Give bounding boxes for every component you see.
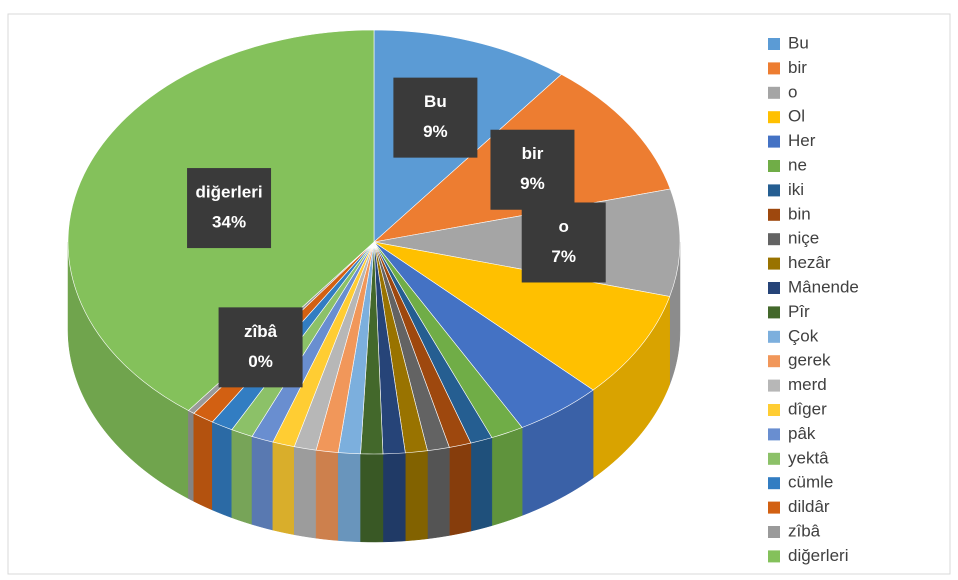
legend-label: Ol (788, 107, 805, 126)
pie-side (360, 453, 384, 543)
legend-swatch (768, 233, 780, 246)
data-label-name: bir (522, 144, 544, 163)
legend-label: niçe (788, 229, 819, 248)
data-label-name: Bu (424, 92, 447, 111)
pie-side (337, 452, 361, 543)
pie-side (427, 447, 450, 540)
legend-label: gerek (788, 351, 831, 370)
legend-label: zîbâ (788, 521, 821, 540)
legend-label: o (788, 82, 797, 101)
data-label-box (521, 202, 606, 283)
legend-label: Çok (788, 326, 819, 345)
pie-side (294, 446, 317, 539)
legend-swatch (768, 184, 780, 197)
pie-side (382, 452, 406, 543)
legend-label: ne (788, 155, 807, 174)
legend-label: Mânende (788, 277, 859, 296)
pie-side (251, 436, 274, 531)
pie-slice (373, 241, 671, 391)
legend-label: hezâr (788, 253, 831, 272)
legend-label: cümle (788, 473, 833, 492)
data-label-box (218, 307, 303, 388)
legend-swatch (768, 404, 780, 416)
legend-label: Her (788, 131, 816, 150)
pie-side (193, 412, 213, 511)
legend-swatch (768, 526, 780, 538)
data-label: diğerleri 34% (187, 168, 272, 249)
legend-swatch (768, 428, 780, 441)
legend-swatch (768, 160, 780, 172)
legend-swatch (768, 282, 780, 294)
legend-swatch (768, 306, 780, 319)
data-label-name: zîbâ (244, 322, 278, 341)
legend-swatch (768, 86, 780, 99)
data-label-value: 9% (423, 122, 448, 141)
data-label-name: diğerleri (196, 183, 263, 202)
legend-swatch (768, 38, 780, 50)
legend-swatch (768, 135, 780, 148)
pie-side (212, 421, 233, 519)
legend-swatch (768, 501, 780, 514)
data-label-value: 7% (551, 247, 576, 266)
legend-label: dîger (788, 399, 827, 418)
legend-swatch (768, 111, 780, 124)
legend-label: iki (788, 180, 804, 199)
legend-swatch (768, 550, 780, 563)
legend-swatch (768, 477, 780, 490)
data-label-value: 0% (248, 352, 273, 371)
data-label-box (490, 129, 575, 210)
legend-label: Bu (788, 33, 809, 52)
legend-label: bir (788, 58, 807, 77)
legend-swatch (768, 62, 780, 75)
legend-label: pâk (788, 424, 816, 443)
legend-label: yektâ (788, 448, 829, 467)
pie-side (315, 449, 339, 541)
legend-swatch (768, 379, 780, 392)
legend-swatch (768, 355, 780, 368)
legend-swatch (768, 257, 780, 270)
legend-swatch (768, 330, 780, 343)
legend-swatch (768, 208, 780, 221)
pie-side (272, 441, 295, 535)
legend-swatch (768, 452, 780, 465)
pie-side (449, 442, 472, 536)
legend-label: Pîr (788, 302, 810, 321)
pie-side (231, 429, 253, 525)
data-label: o 7% (521, 202, 606, 283)
data-label: bir 9% (490, 129, 575, 210)
legend-label: diğerleri (788, 546, 848, 565)
data-label-box (187, 168, 272, 249)
pie-side (188, 410, 195, 502)
pie-side (491, 427, 523, 526)
legend-label: dildâr (788, 497, 830, 516)
data-label: Bu 9% (393, 77, 478, 158)
pie-side (405, 450, 428, 542)
data-label-value: 9% (520, 174, 545, 193)
data-label-name: o (559, 217, 569, 236)
pie-side (470, 437, 493, 532)
legend-label: merd (788, 375, 827, 394)
data-label-box (393, 77, 478, 158)
data-label: zîbâ 0% (218, 307, 303, 388)
legend-label: bin (788, 204, 811, 223)
data-label-value: 34% (212, 213, 246, 232)
